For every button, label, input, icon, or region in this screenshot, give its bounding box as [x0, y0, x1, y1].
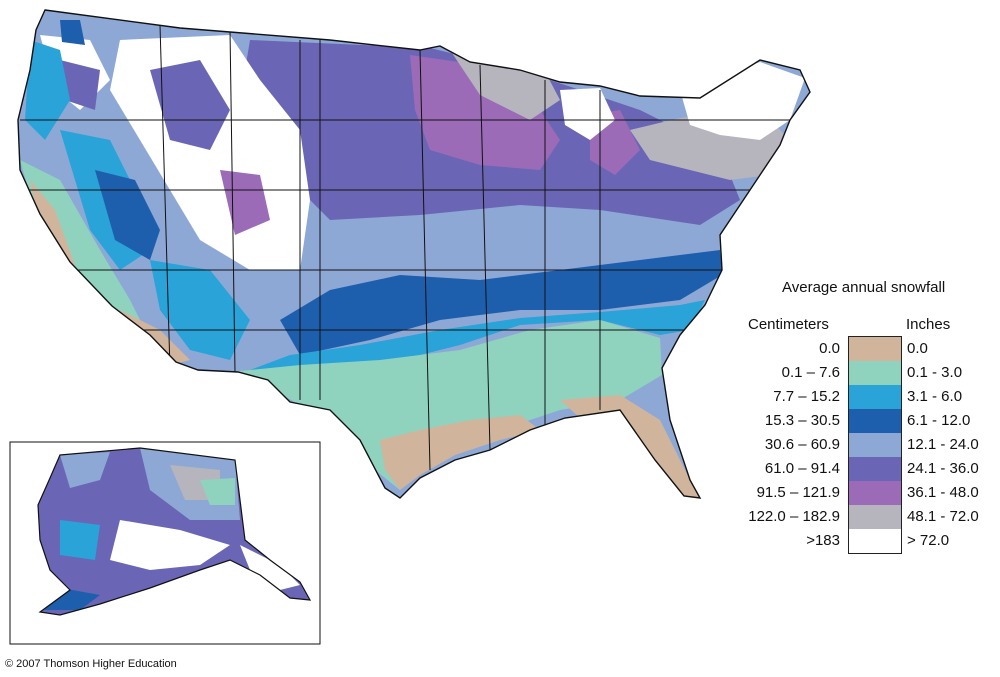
legend-inches-labels: 0.0 0.1 - 3.0 3.1 - 6.0 6.1 - 12.0 12.1 - 24…: [907, 337, 979, 553]
legend-swatch: [849, 409, 901, 433]
legend-swatch: [849, 433, 901, 457]
legend-inches-label: 0.1 - 3.0: [907, 364, 963, 381]
legend-swatch: [849, 505, 901, 529]
legend-inches-label: 36.1 - 48.0: [907, 484, 979, 501]
legend-cm-label: >183: [806, 532, 840, 549]
legend-inches-label: 48.1 - 72.0: [907, 508, 979, 525]
legend-inches-label: 24.1 - 36.0: [907, 460, 979, 477]
legend-cm-label: 122.0 – 182.9: [748, 508, 840, 525]
legend-title: Average annual snowfall: [782, 279, 946, 296]
legend-cm-header: Centimeters: [748, 316, 829, 333]
legend-swatch: [849, 361, 901, 385]
legend-swatch: [849, 481, 901, 505]
legend-cm-label: 30.6 – 60.9: [764, 436, 840, 453]
legend-cm-label: 0.1 – 7.6: [781, 364, 840, 381]
alaska-snowfall: [37, 447, 312, 616]
legend-swatch: [849, 385, 901, 409]
legend-inches-label: 3.1 - 6.0: [907, 388, 963, 405]
legend-inches-label: > 72.0: [907, 532, 950, 549]
legend-swatch: [849, 529, 901, 553]
conus-snowfall: [17, 9, 811, 499]
copyright-notice: © 2007 Thomson Higher Education: [5, 658, 177, 670]
legend-inches-label: 12.1 - 24.0: [907, 436, 979, 453]
legend-swatch: [849, 457, 901, 481]
legend-cm-label: 91.5 – 121.9: [756, 484, 840, 501]
legend-inches-label: 0.0: [907, 340, 928, 357]
legend-swatch: [849, 337, 901, 361]
legend-inches-header: Inches: [906, 316, 951, 333]
legend-cm-label: 7.7 – 15.2: [773, 388, 840, 405]
legend-inches-label: 6.1 - 12.0: [907, 412, 971, 429]
legend-cm-label: 15.3 – 30.5: [764, 412, 840, 429]
legend-cm-labels: 0.0 0.1 – 7.6 7.7 – 15.2 15.3 – 30.5 30.6 – …: [748, 337, 840, 553]
legend-swatches: [848, 336, 902, 554]
legend-cm-label: 61.0 – 91.4: [764, 460, 840, 477]
legend-cm-label: 0.0: [819, 340, 840, 357]
